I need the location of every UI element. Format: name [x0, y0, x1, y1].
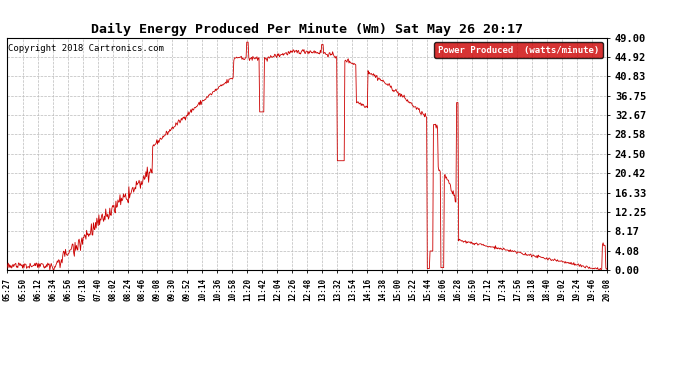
Title: Daily Energy Produced Per Minute (Wm) Sat May 26 20:17: Daily Energy Produced Per Minute (Wm) Sa… [91, 23, 523, 36]
Legend: Power Produced  (watts/minute): Power Produced (watts/minute) [434, 42, 602, 58]
Text: Copyright 2018 Cartronics.com: Copyright 2018 Cartronics.com [8, 45, 164, 54]
